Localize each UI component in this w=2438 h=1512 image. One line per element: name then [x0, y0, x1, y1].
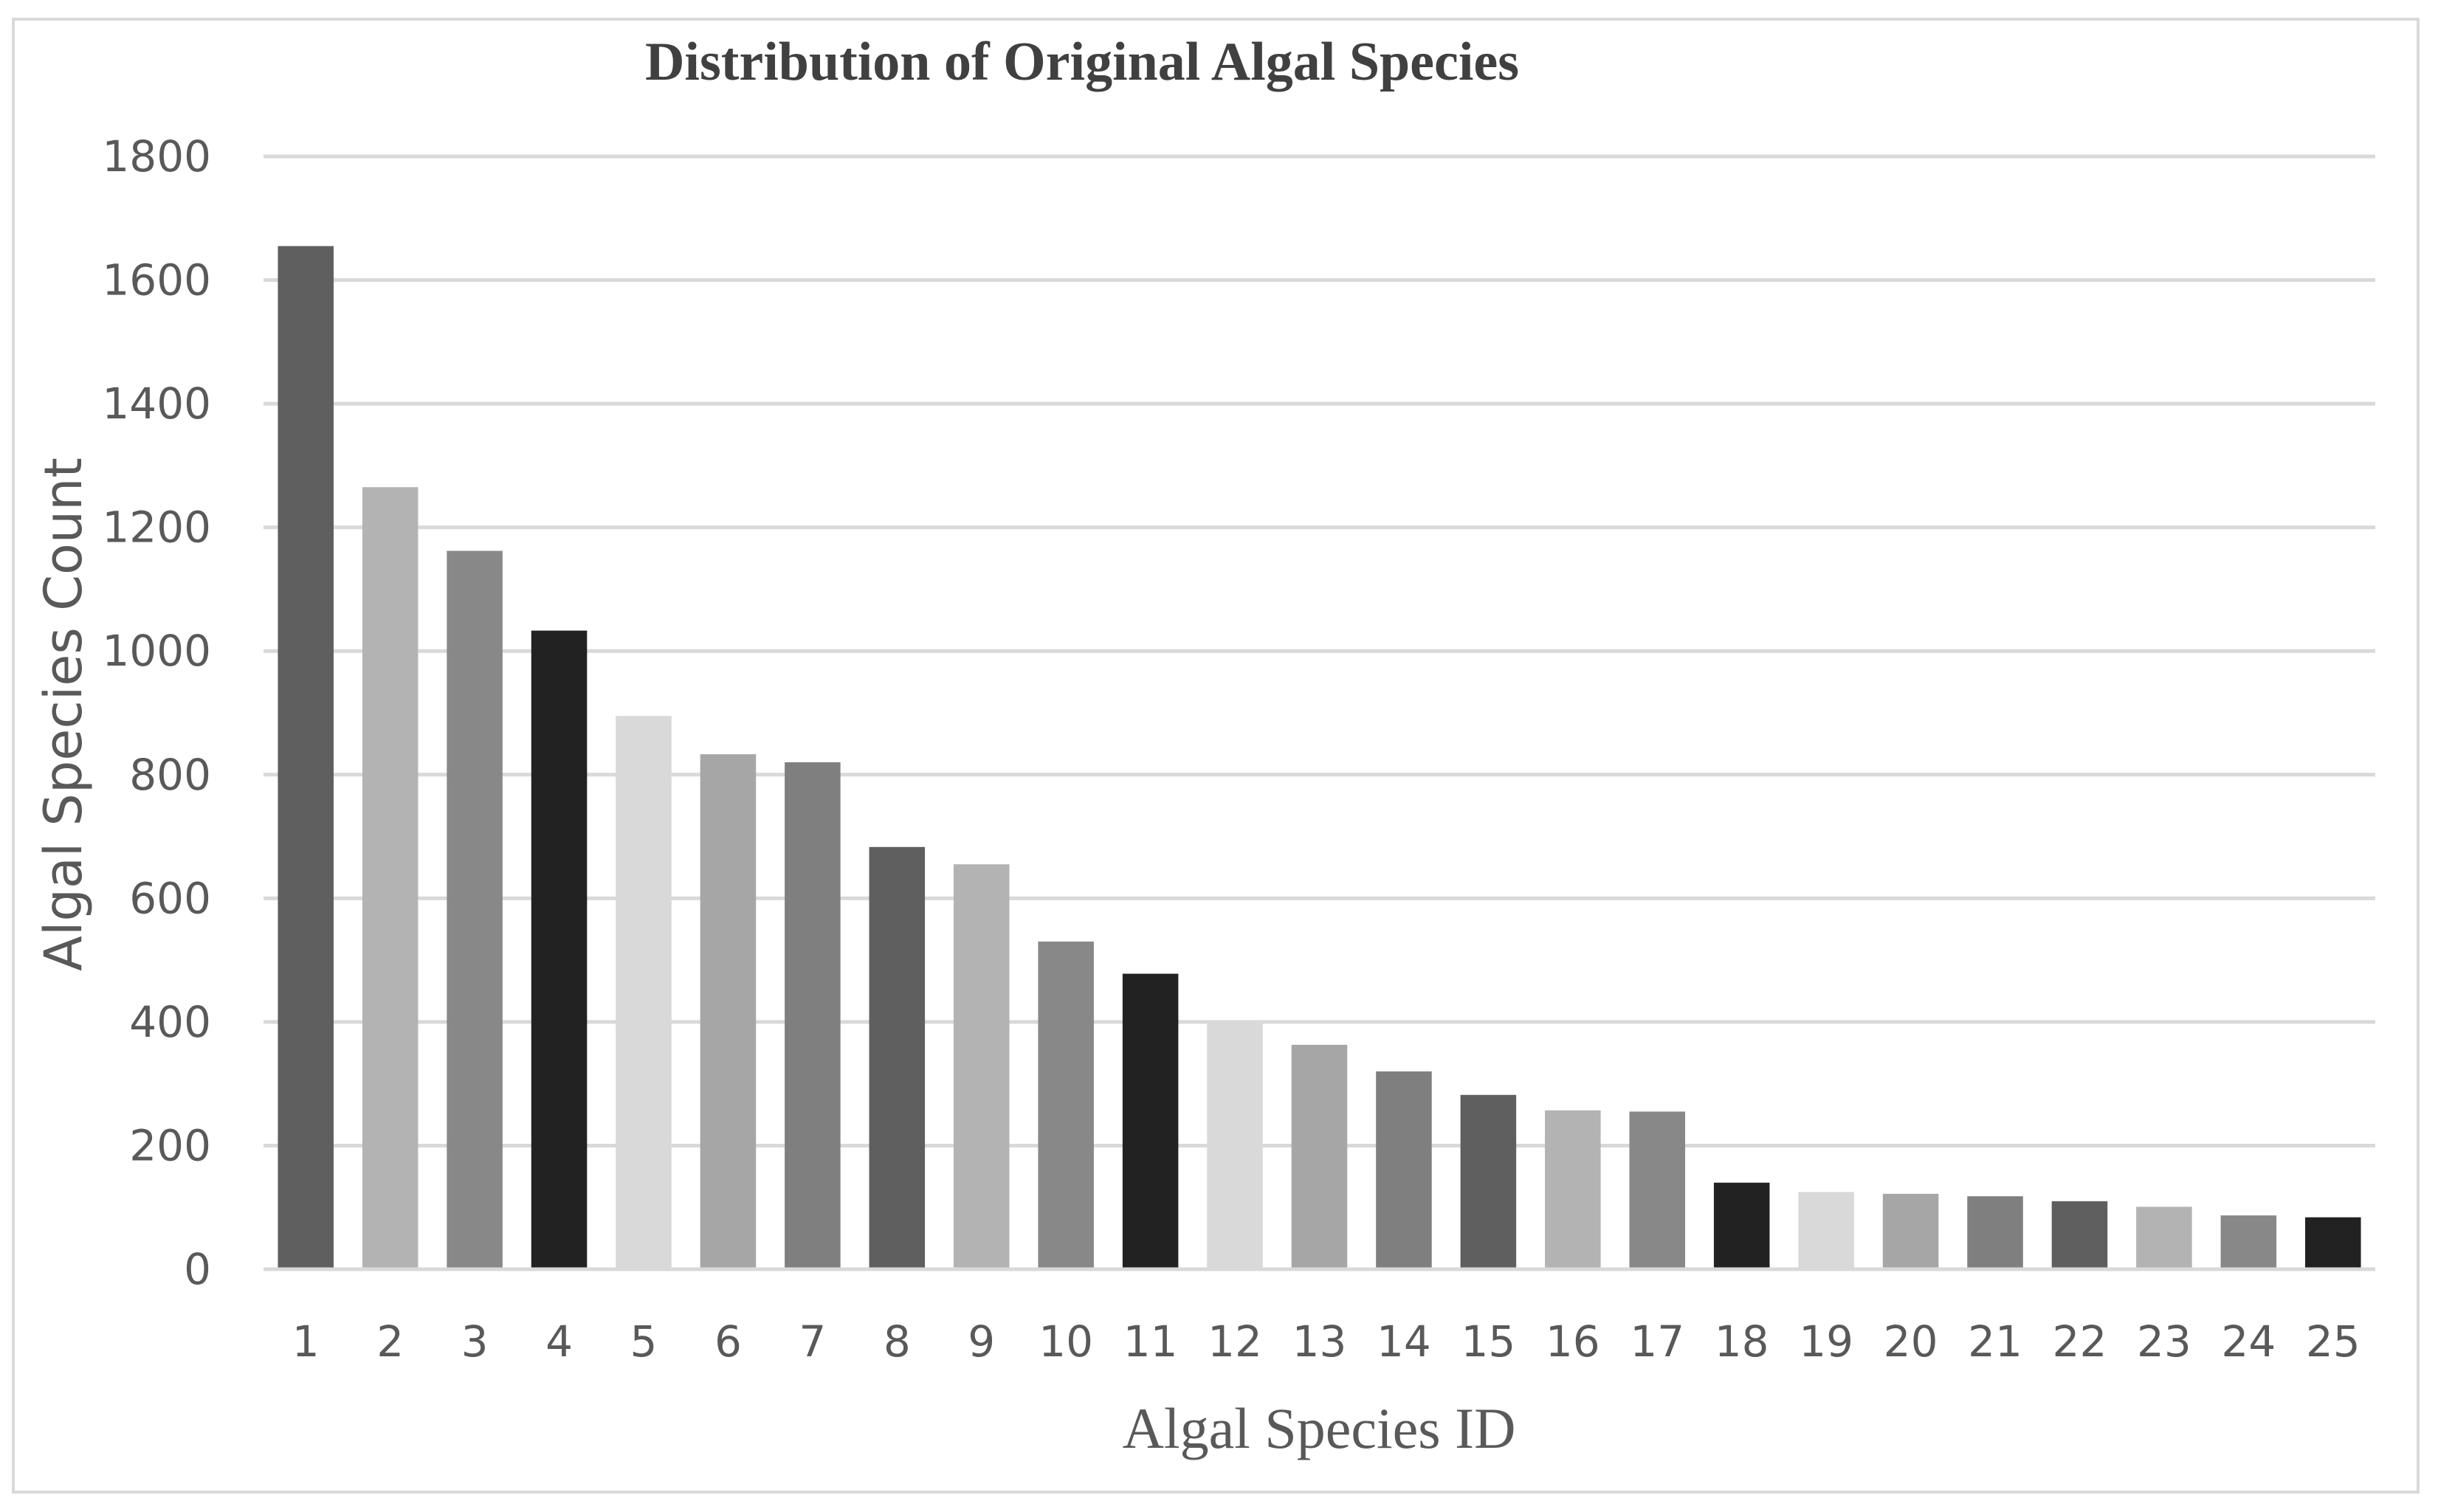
y-tick-label: 1800 — [102, 131, 211, 182]
bar-22 — [2051, 1201, 2108, 1269]
bar-24 — [2220, 1215, 2277, 1269]
bar-2 — [362, 487, 419, 1269]
y-tick-label: 1000 — [102, 626, 211, 676]
x-tick-label: 17 — [1630, 1316, 1684, 1367]
bar-11 — [1122, 973, 1179, 1269]
y-tick-label: 600 — [129, 873, 211, 923]
bar-8 — [869, 846, 926, 1269]
y-axis-title: Algal Species Count — [33, 458, 94, 971]
x-tick-label: 8 — [884, 1316, 911, 1367]
bar-23 — [2136, 1207, 2192, 1269]
bar-21 — [1967, 1196, 2023, 1269]
y-tick-label: 400 — [129, 997, 211, 1047]
bar-3 — [447, 550, 503, 1269]
bar-10 — [1038, 941, 1094, 1269]
bar-6 — [700, 754, 757, 1269]
bar-16 — [1545, 1110, 1601, 1269]
x-tick-label: 1 — [292, 1316, 320, 1367]
x-tick-label: 12 — [1208, 1316, 1262, 1367]
x-tick-label: 6 — [714, 1316, 742, 1367]
chart-title: Distribution of Original Algal Species — [645, 32, 1519, 92]
x-tick-label: 24 — [2221, 1316, 2276, 1367]
bar-4 — [531, 630, 588, 1269]
bar-18 — [1713, 1182, 1770, 1269]
y-axis-ticks: 0 200 400 600 800 1000 1200 1400 1600 1800 — [102, 131, 211, 1294]
x-tick-label: 7 — [799, 1316, 826, 1367]
bar-13 — [1291, 1044, 1348, 1269]
x-tick-label: 13 — [1292, 1316, 1347, 1367]
x-tick-label: 19 — [1799, 1316, 1853, 1367]
x-tick-label: 5 — [630, 1316, 658, 1367]
y-tick-label: 0 — [184, 1244, 211, 1294]
bar-5 — [616, 716, 672, 1269]
x-tick-label: 3 — [461, 1316, 489, 1367]
x-tick-label: 21 — [1968, 1316, 2022, 1367]
bar-25 — [2305, 1217, 2361, 1269]
x-tick-label: 15 — [1461, 1316, 1515, 1367]
y-tick-label: 200 — [129, 1120, 211, 1170]
bar-17 — [1629, 1111, 1686, 1269]
x-tick-label: 18 — [1715, 1316, 1769, 1367]
bars — [264, 246, 2375, 1271]
x-tick-label: 16 — [1546, 1316, 1600, 1367]
bar-12 — [1207, 1021, 1263, 1269]
y-tick-label: 1600 — [102, 255, 211, 305]
x-tick-label: 10 — [1039, 1316, 1093, 1367]
bar-14 — [1376, 1071, 1432, 1269]
x-tick-label: 23 — [2137, 1316, 2191, 1367]
x-tick-label: 4 — [545, 1316, 573, 1367]
x-tick-label: 20 — [1884, 1316, 1938, 1367]
y-tick-label: 1400 — [102, 379, 211, 429]
bar-9 — [953, 864, 1010, 1269]
y-tick-label: 1200 — [102, 503, 211, 553]
bar-20 — [1882, 1193, 1939, 1269]
x-tick-label: 11 — [1123, 1316, 1178, 1367]
x-axis-title: Algal Species ID — [1123, 1396, 1516, 1460]
x-tick-label: 14 — [1377, 1316, 1431, 1367]
bar-7 — [785, 762, 841, 1269]
bar-19 — [1798, 1192, 1854, 1269]
y-tick-label: 800 — [129, 750, 211, 800]
x-tick-label: 22 — [2053, 1316, 2107, 1367]
x-tick-label: 25 — [2306, 1316, 2360, 1367]
bar-1 — [278, 246, 334, 1269]
x-tick-label: 2 — [376, 1316, 404, 1367]
x-tick-label: 9 — [968, 1316, 995, 1367]
x-axis-ticks: 1 2 3 4 5 6 7 8 9 10 11 12 13 14 15 16 17 18 19 20 21 22 23 24 2… — [292, 1316, 2360, 1367]
bar-15 — [1460, 1094, 1517, 1269]
